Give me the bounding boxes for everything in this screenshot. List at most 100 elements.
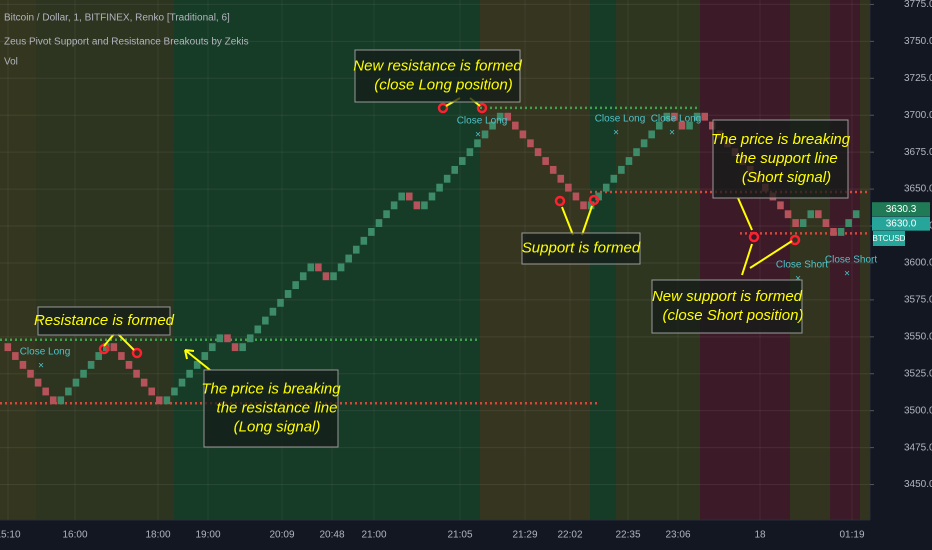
brick-down [49, 396, 57, 405]
x-tick-label: 16:00 [62, 530, 87, 541]
brick-up [474, 139, 481, 148]
brick-up [648, 130, 655, 139]
brick-up [845, 219, 852, 227]
brick-up [481, 130, 489, 139]
signal-cross: × [475, 130, 481, 141]
brick-up [443, 174, 451, 183]
brick-up [193, 360, 201, 369]
brick-up [625, 157, 633, 165]
price-tag: 3630.3 [886, 204, 917, 215]
brick-down [830, 228, 837, 236]
x-tick-label: 18 [754, 530, 766, 541]
brick-up [201, 352, 209, 360]
x-tick-label: 15:10 [0, 530, 21, 541]
annotation-box [651, 279, 803, 334]
annotation-text: the support line [735, 150, 838, 167]
brick-up [436, 183, 443, 192]
brick-down [534, 148, 542, 157]
brick-down [125, 360, 133, 369]
annotation-box [203, 369, 339, 448]
annotation-text: New resistance is formed [353, 57, 522, 74]
brick-down [118, 352, 125, 360]
brick-up [686, 121, 693, 130]
signal-cross: × [38, 361, 44, 372]
symbol-tag-box [873, 231, 905, 246]
brick-up [459, 157, 466, 165]
brick-down [110, 343, 118, 352]
brick-up [80, 369, 87, 378]
y-tick-label: 3700.0 [904, 110, 932, 121]
indicator-title: Zeus Pivot Support and Resistance Breako… [4, 37, 249, 48]
brick-down [542, 157, 549, 165]
brick-up [284, 290, 292, 298]
annotation-box [521, 232, 641, 265]
signal-cross: × [844, 269, 850, 280]
brick-up [655, 121, 663, 130]
brick-up [65, 387, 72, 396]
y-tick-label: 3775.0 [904, 0, 932, 10]
y-tick-label: 3750.0 [904, 36, 932, 47]
x-tick-label: 19:00 [195, 530, 220, 541]
annotation-text: (Short signal) [742, 169, 831, 186]
x-tick-label: 21:00 [361, 530, 386, 541]
brick-up [633, 148, 640, 157]
x-tick-label: 01:19 [839, 530, 864, 541]
brick-down [549, 165, 557, 174]
brick-up [163, 396, 171, 405]
y-tick-label: 3575.0 [904, 295, 932, 306]
brick-down [792, 219, 799, 227]
x-tick-label: 21:05 [447, 530, 472, 541]
signal-cross: × [669, 128, 675, 139]
brick-down [565, 183, 572, 192]
brick-down [42, 387, 49, 396]
brick-down [557, 174, 565, 183]
brick-down [4, 343, 12, 352]
plot: Close Long × Close Long × Close Long × Close L… [0, 106, 930, 405]
brick-down [678, 121, 686, 130]
brick-up [277, 298, 284, 307]
brick-up [299, 272, 307, 281]
symbol-tag: BTCUSD [873, 234, 906, 243]
y-tick-label: 3550.0 [904, 331, 932, 342]
brick-down [322, 272, 330, 281]
brick-up [466, 148, 474, 157]
y-tick-label: 3500.0 [904, 405, 932, 416]
brick-down [133, 369, 140, 378]
annotation-box [712, 119, 849, 199]
brick-up [239, 343, 246, 352]
brick-up [852, 210, 860, 219]
brick-down [27, 369, 34, 378]
signal-label: Close Short [825, 255, 877, 266]
brick-up [360, 236, 368, 245]
brick-up [428, 192, 436, 201]
brick-up [693, 112, 701, 121]
brick-up [254, 325, 262, 334]
brick-up [368, 228, 375, 236]
brick-up [602, 183, 610, 192]
annotation-text: New support is formed [652, 288, 803, 305]
brick-up [345, 254, 352, 263]
brick-up [610, 174, 618, 183]
y-tick-label: 3475.0 [904, 442, 932, 453]
annotation-text: Support is formed [522, 239, 641, 256]
price-tag-box [872, 216, 930, 231]
x-tick-label: 23:06 [665, 530, 690, 541]
brick-up [307, 263, 315, 272]
annotation-box [37, 306, 171, 336]
brick-up [451, 165, 459, 174]
brick-up [799, 219, 807, 227]
brick-up [209, 343, 216, 352]
brick-down [580, 201, 587, 210]
brick-down [777, 201, 784, 210]
brick-down [519, 130, 527, 139]
y-tick-label: 3525.0 [904, 368, 932, 379]
brick-up [375, 219, 383, 227]
brick-up [587, 201, 595, 210]
brick-up [95, 352, 102, 360]
y-tick-label: 3675.0 [904, 147, 932, 158]
brick-up [57, 396, 65, 405]
brick-up [496, 112, 504, 121]
signal-label: Close Short [776, 260, 828, 271]
brick-up [186, 369, 193, 378]
